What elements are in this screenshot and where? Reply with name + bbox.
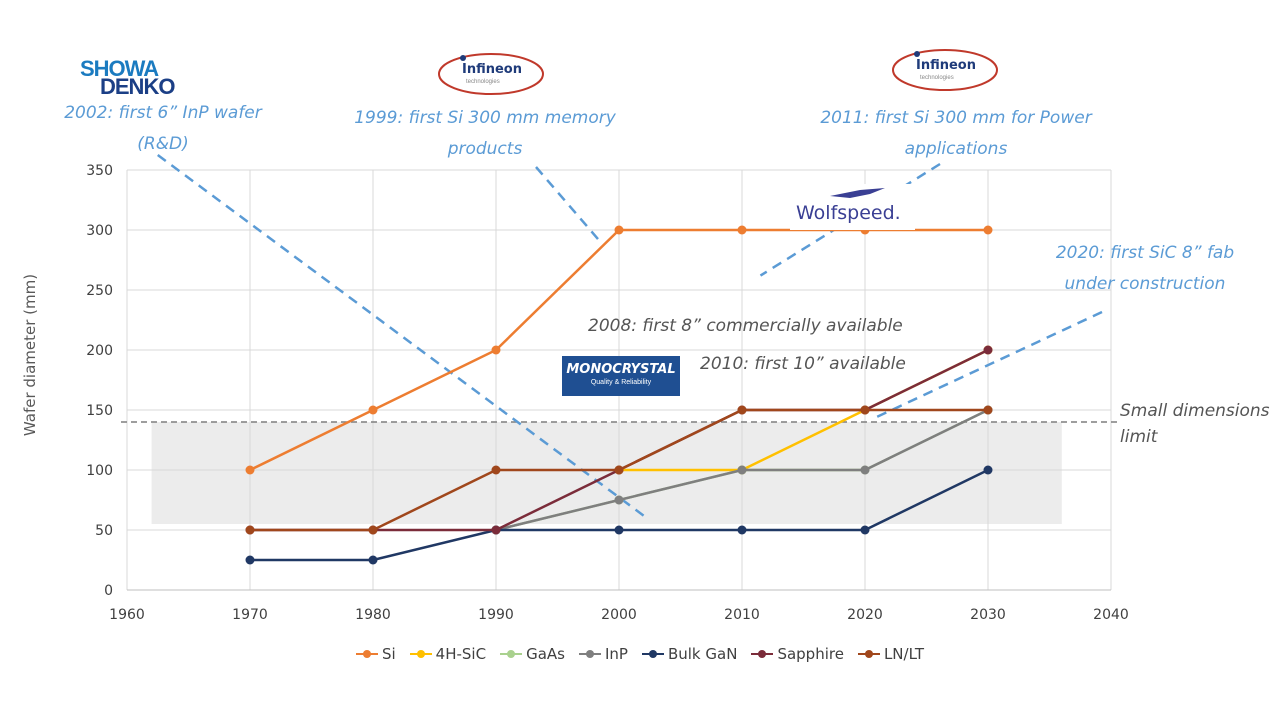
chart-legend: Si 4H-SiC GaAs InP Bulk GaN Sapphire LN/LT <box>0 645 1280 663</box>
infineon-logo-subtext: technologies <box>466 79 500 85</box>
legend-swatch-icon <box>578 650 601 658</box>
data-point <box>860 525 870 535</box>
monocrystal-logo-text: MONOCRYSTAL <box>566 362 676 377</box>
data-point <box>245 525 255 535</box>
series-layer <box>245 225 993 565</box>
showa-denko-logo: SHOWA DENKO <box>80 56 220 100</box>
wolfspeed-logo: Wolfspeed. <box>790 184 915 230</box>
shaded-band <box>151 422 1062 524</box>
data-point <box>368 555 378 565</box>
annotation-infineon-2011: 2011: first Si 300 mm for Power applicat… <box>820 108 1092 159</box>
infineon-swoosh-icon <box>438 53 544 95</box>
legend-item: Si <box>355 645 396 663</box>
data-point <box>491 465 501 475</box>
legend-swatch-icon <box>641 650 664 658</box>
infineon-logo-text: Infineon <box>916 58 976 73</box>
data-point <box>614 225 624 235</box>
data-point <box>614 525 624 535</box>
infineon-logo-1999: Infineon technologies <box>436 52 546 102</box>
data-point <box>245 555 255 565</box>
y-tick-label: 100 <box>86 463 113 479</box>
data-point <box>368 405 378 415</box>
data-point <box>491 345 501 355</box>
legend-item: InP <box>578 645 628 663</box>
infineon-logo-subtext: technologies <box>920 75 954 81</box>
legend-swatch-icon <box>409 650 432 658</box>
x-tick-label: 2030 <box>970 607 1006 623</box>
data-point <box>737 525 747 535</box>
showa-logo-line2: DENKO <box>100 74 175 99</box>
legend-label: 4H-SiC <box>435 645 487 663</box>
legend-item: Sapphire <box>751 645 844 663</box>
monocrystal-logo: MONOCRYSTAL Quality & Reliability <box>562 356 680 396</box>
legend-swatch-icon <box>500 650 523 658</box>
data-point <box>737 405 747 415</box>
infineon-logo-2011: Infineon technologies <box>890 48 1000 98</box>
legend-label: LN/LT <box>883 645 925 663</box>
infineon-swoosh-icon <box>892 49 998 91</box>
annotation-infineon-1999: 1999: first Si 300 mm memory products <box>354 108 616 159</box>
data-point <box>737 465 747 475</box>
legend-label: Si <box>381 645 396 663</box>
x-tick-label: 2040 <box>1093 607 1129 623</box>
y-tick-label: 50 <box>95 523 113 539</box>
legend-swatch-icon <box>751 650 774 658</box>
infineon-logo-text: Infineon <box>462 62 522 77</box>
x-tick-label: 1980 <box>355 607 391 623</box>
data-point <box>983 225 993 235</box>
data-point <box>983 405 993 415</box>
legend-item: GaAs <box>500 645 565 663</box>
legend-item: Bulk GaN <box>641 645 738 663</box>
wolfspeed-wolf-icon <box>830 188 885 198</box>
legend-swatch-icon <box>857 650 880 658</box>
annotation-sic-2020: 2020: first SiC 8” fab under constructio… <box>1055 243 1235 294</box>
y-tick-label: 0 <box>104 583 113 599</box>
shaded-band-rect <box>151 422 1062 524</box>
x-tick-label: 1960 <box>109 607 145 623</box>
y-tick-label: 250 <box>86 283 113 299</box>
data-point <box>983 465 993 475</box>
data-point <box>245 465 255 475</box>
wolfspeed-logo-text: Wolfspeed. <box>796 202 901 224</box>
data-point <box>983 345 993 355</box>
x-tick-label: 1970 <box>232 607 268 623</box>
legend-label: InP <box>604 645 628 663</box>
y-tick-label: 350 <box>86 163 113 179</box>
annotation-pointer-line <box>870 310 1103 421</box>
data-point <box>614 495 624 505</box>
y-tick-label: 300 <box>86 223 113 239</box>
annotation-showa-2002: 2002: first 6” InP wafer (R&D) <box>64 103 262 154</box>
y-tick-label: 150 <box>86 403 113 419</box>
annotation-first-8in: 2008: first 8” commercially available <box>588 316 903 336</box>
data-point <box>860 465 870 475</box>
legend-label: Sapphire <box>777 645 844 663</box>
x-tick-label: 2020 <box>847 607 883 623</box>
annotation-first-10in: 2010: first 10” available <box>700 354 906 374</box>
legend-label: Bulk GaN <box>667 645 738 663</box>
series-ln-lt <box>245 405 993 535</box>
x-tick-label: 2010 <box>724 607 760 623</box>
data-point <box>491 525 501 535</box>
showa-logo-line1: SHOWA <box>80 56 159 81</box>
data-point <box>614 465 624 475</box>
legend-item: 4H-SiC <box>409 645 487 663</box>
annotation-pointer-line <box>535 166 602 243</box>
y-axis-label: Wafer diameter (mm) <box>21 274 39 436</box>
legend-swatch-icon <box>355 650 378 658</box>
data-point <box>368 525 378 535</box>
monocrystal-logo-subtext: Quality & Reliability <box>590 379 652 386</box>
annotation-small-dimensions: Small dimensions limit <box>1120 401 1270 447</box>
legend-item: LN/LT <box>857 645 925 663</box>
x-tick-label: 1990 <box>478 607 514 623</box>
axes: 0 50 100 150 200 250 300 350 1960 1970 1980 1990 200… <box>86 163 1129 623</box>
y-tick-label: 200 <box>86 343 113 359</box>
legend-label: GaAs <box>526 645 565 663</box>
data-point <box>737 225 747 235</box>
data-point <box>860 405 870 415</box>
x-tick-label: 2000 <box>601 607 637 623</box>
